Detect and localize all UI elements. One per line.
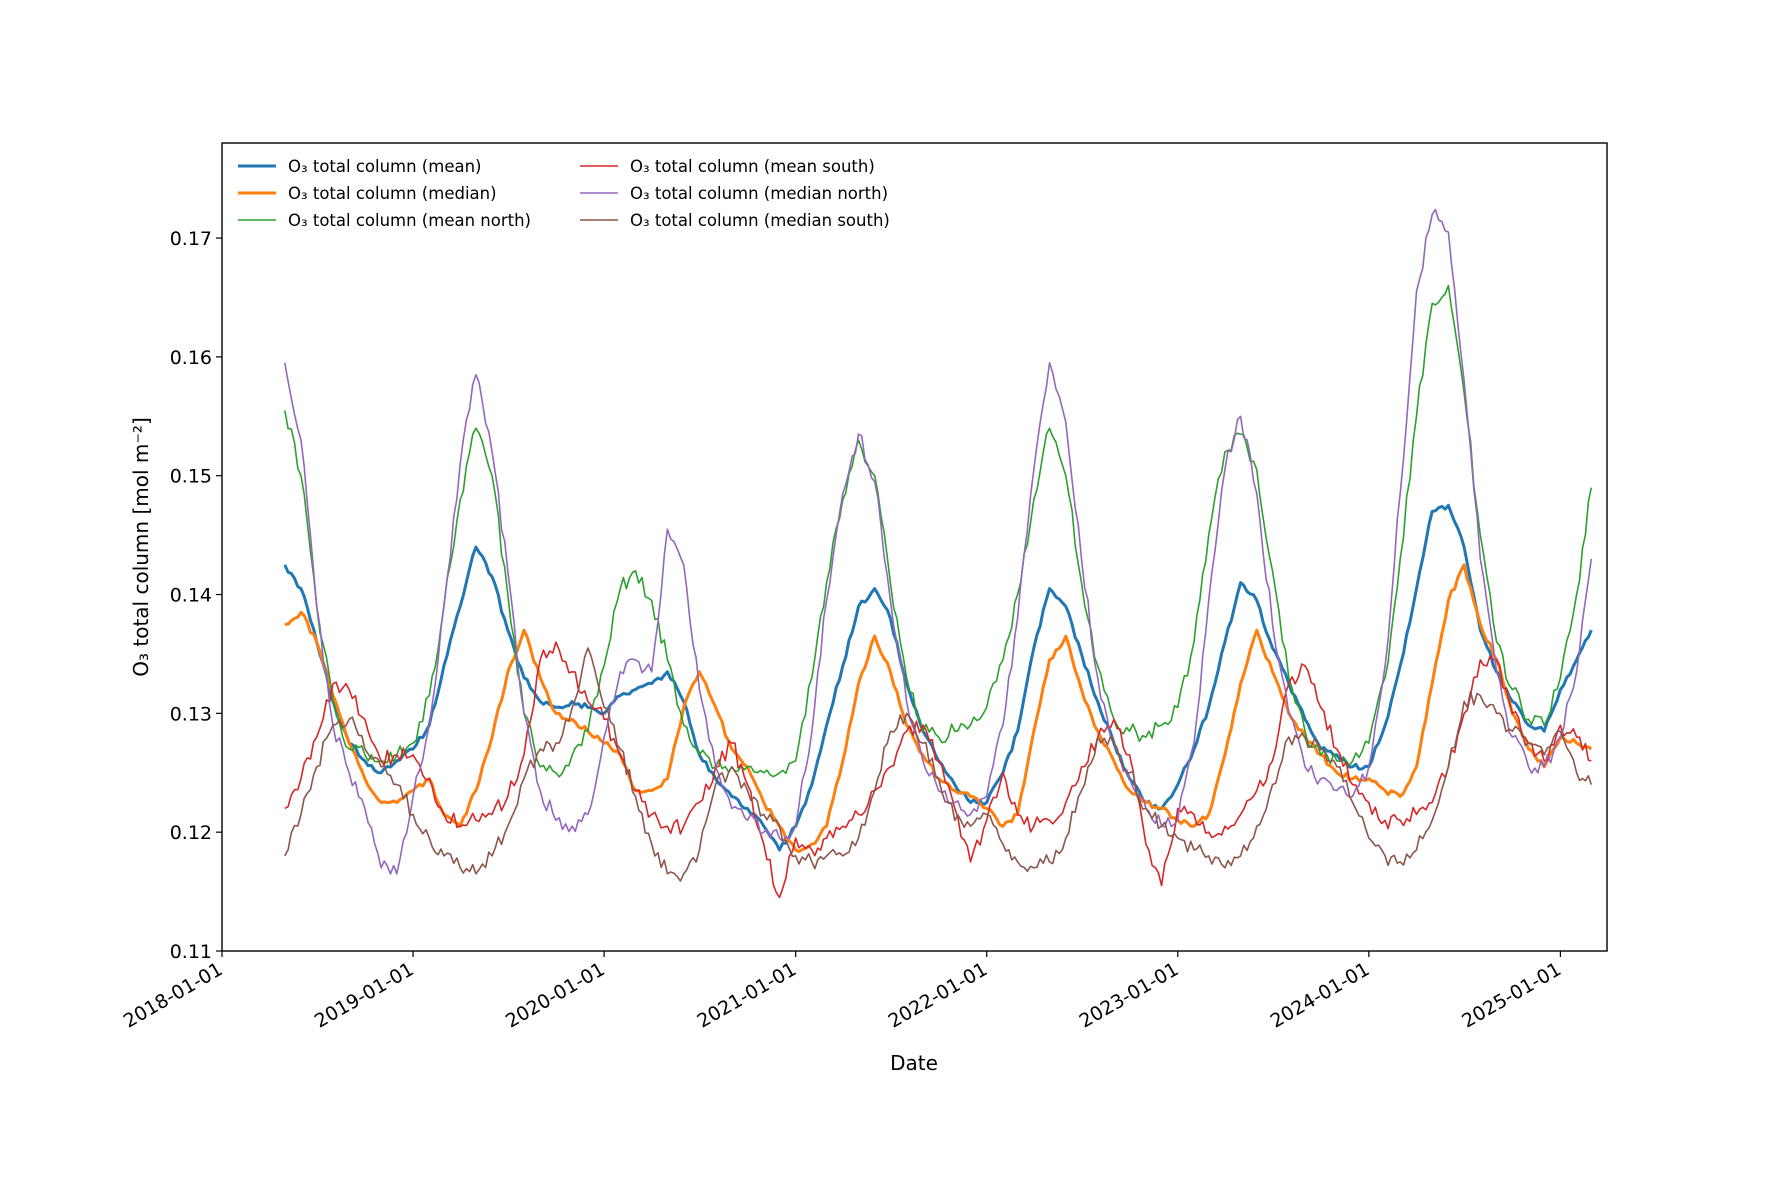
x-axis-label: Date: [890, 1051, 938, 1075]
y-tick-label: 0.13: [170, 703, 212, 725]
series-line-6: [284, 647, 1593, 882]
series-line-5: [284, 208, 1593, 875]
y-tick-label: 0.17: [170, 228, 212, 250]
y-tick-label: 0.14: [170, 585, 212, 607]
series-layer: [283, 208, 1593, 899]
legend-entry: O₃ total column (median): [288, 184, 497, 203]
y-axis-label: O₃ total column [mol m⁻²]: [129, 417, 153, 676]
y-tick-label: 0.11: [170, 941, 212, 963]
plot-frame: [221, 142, 1608, 952]
legend-entry: O₃ total column (mean north): [288, 211, 531, 230]
legend-entry: O₃ total column (median south): [630, 211, 890, 230]
legend: O₃ total column (mean) O₃ total column (m…: [238, 157, 890, 230]
legend-entry: O₃ total column (median north): [630, 184, 888, 203]
legend-entry: O₃ total column (mean south): [630, 157, 875, 176]
y-tick-label: 0.16: [170, 347, 212, 369]
y-tick-label: 0.12: [170, 822, 212, 844]
series-line-4: [284, 641, 1592, 899]
y-axis: 0.11 0.12 0.13 0.14 0.15 0.16 0.17: [170, 228, 222, 963]
legend-entry: O₃ total column (mean): [288, 157, 481, 176]
y-tick-label: 0.15: [170, 466, 212, 488]
series-line-3: [284, 284, 1593, 778]
